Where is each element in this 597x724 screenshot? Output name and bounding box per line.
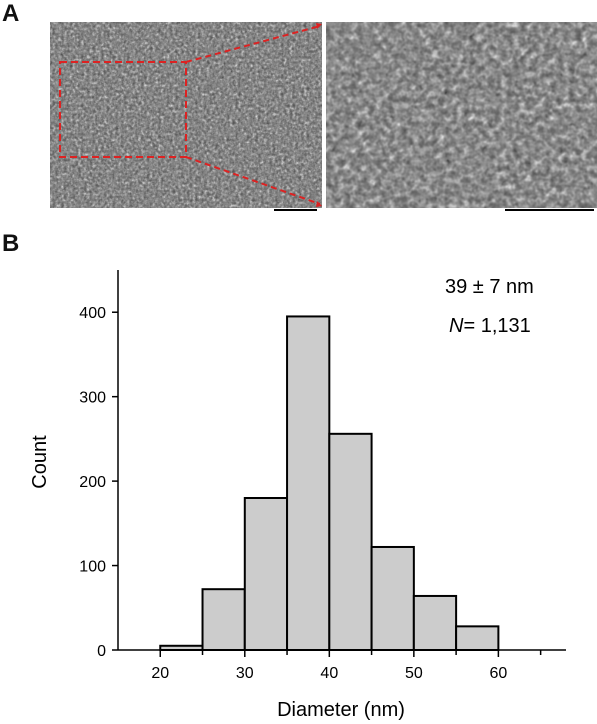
y-tick-label: 200 — [79, 474, 106, 491]
zoom-arrowhead-top — [316, 23, 322, 29]
y-tick-label: 300 — [79, 390, 106, 407]
x-ticks: 20 30 40 50 60 — [151, 650, 542, 682]
y-tick-label: 100 — [79, 559, 106, 576]
zoom-connector-bottom — [185, 156, 321, 205]
annotation-n-value: = 1,131 — [463, 315, 530, 337]
y-tick-label: 400 — [79, 305, 106, 322]
histogram-bar — [328, 432, 373, 651]
sem-divider — [322, 22, 326, 208]
histogram-bar — [286, 315, 331, 651]
x-tick-label: 60 — [489, 665, 507, 682]
axes — [117, 270, 566, 651]
annotation-count: N= 1,131 — [449, 315, 531, 337]
diameter-histogram: 0 100 200 300 400 20 30 40 50 60 Count Diameter … — [29, 270, 566, 721]
histogram-bars — [159, 315, 500, 652]
panel-a-label: A — [2, 0, 20, 27]
histogram-bar — [243, 497, 289, 651]
histogram-bar — [201, 588, 246, 652]
y-ticks: 0 100 200 300 400 — [79, 305, 118, 660]
histogram-bar — [412, 594, 458, 652]
sem-image-overview — [50, 22, 322, 208]
scale-bar-zoomed — [505, 209, 594, 211]
x-tick-label: 40 — [320, 665, 338, 682]
histogram-bar — [455, 625, 500, 652]
zoom-arrowhead-bottom — [316, 201, 322, 207]
x-axis-label: Diameter (nm) — [277, 699, 405, 721]
annotation-n-prefix: N — [449, 315, 464, 337]
x-tick-label: 50 — [405, 665, 423, 682]
y-axis-label: Count — [29, 435, 51, 489]
histogram-bar — [370, 545, 415, 652]
y-tick-label: 0 — [97, 643, 106, 660]
scale-bar-overview — [274, 209, 317, 211]
annotation-mean: 39 ± 7 nm — [445, 276, 534, 298]
zoom-connector-top — [185, 25, 321, 63]
sem-zoomed-texture — [326, 22, 597, 208]
sem-image-zoomed — [326, 22, 597, 208]
panel-b-label: B — [2, 230, 20, 257]
x-tick-label: 30 — [236, 665, 254, 682]
x-tick-label: 20 — [151, 665, 169, 682]
